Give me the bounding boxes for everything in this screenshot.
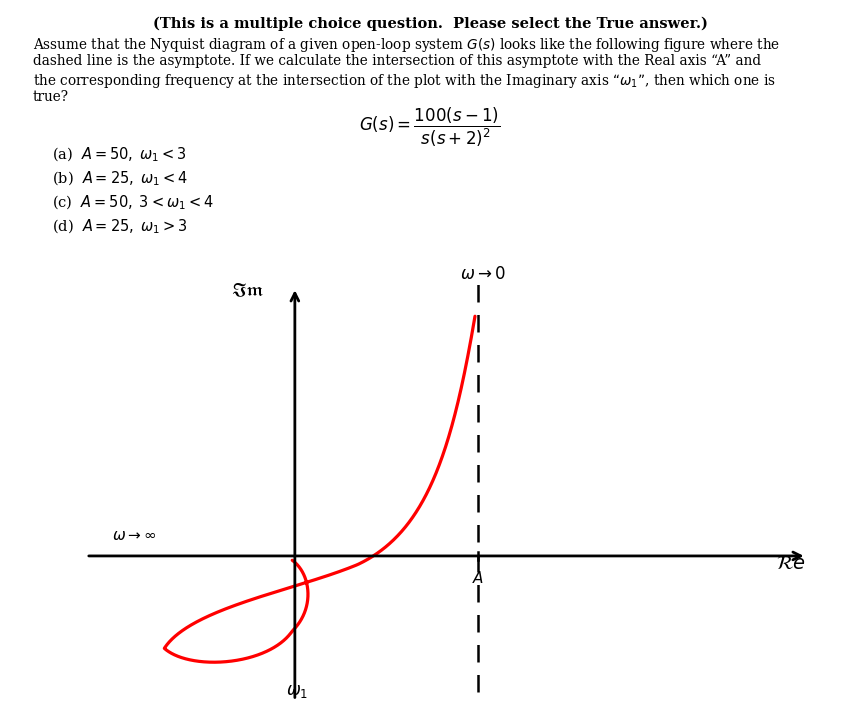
Text: $\mathfrak{Im}$: $\mathfrak{Im}$ xyxy=(231,282,265,300)
Text: (d)  $A = 25,\; \omega_1 > 3$: (d) $A = 25,\; \omega_1 > 3$ xyxy=(52,217,187,235)
Text: (This is a multiple choice question.  Please select the True answer.): (This is a multiple choice question. Ple… xyxy=(152,17,708,31)
Text: $\omega \to 0$: $\omega \to 0$ xyxy=(460,266,506,283)
Text: dashed line is the asymptote. If we calculate the intersection of this asymptote: dashed line is the asymptote. If we calc… xyxy=(33,54,761,68)
Text: $G(s) = \dfrac{100(s-1)}{s(s+2)^2}$: $G(s) = \dfrac{100(s-1)}{s(s+2)^2}$ xyxy=(359,106,501,149)
Text: true?: true? xyxy=(33,90,69,104)
Text: $A$: $A$ xyxy=(471,570,483,586)
Text: (b)  $A = 25,\; \omega_1 < 4$: (b) $A = 25,\; \omega_1 < 4$ xyxy=(52,170,187,188)
Text: (c)  $A = 50,\; 3 < \omega_1 < 4$: (c) $A = 50,\; 3 < \omega_1 < 4$ xyxy=(52,193,213,212)
Text: $\omega \to \infty$: $\omega \to \infty$ xyxy=(112,529,157,543)
Text: $\omega_1$: $\omega_1$ xyxy=(286,683,309,700)
Text: the corresponding frequency at the intersection of the plot with the Imaginary a: the corresponding frequency at the inter… xyxy=(33,72,776,90)
Text: $\mathcal{R}e$: $\mathcal{R}e$ xyxy=(776,555,806,573)
Text: Assume that the Nyquist diagram of a given open-loop system $G(s)$ looks like th: Assume that the Nyquist diagram of a giv… xyxy=(33,36,780,54)
Text: (a)  $A = 50,\; \omega_1 < 3$: (a) $A = 50,\; \omega_1 < 3$ xyxy=(52,146,187,164)
